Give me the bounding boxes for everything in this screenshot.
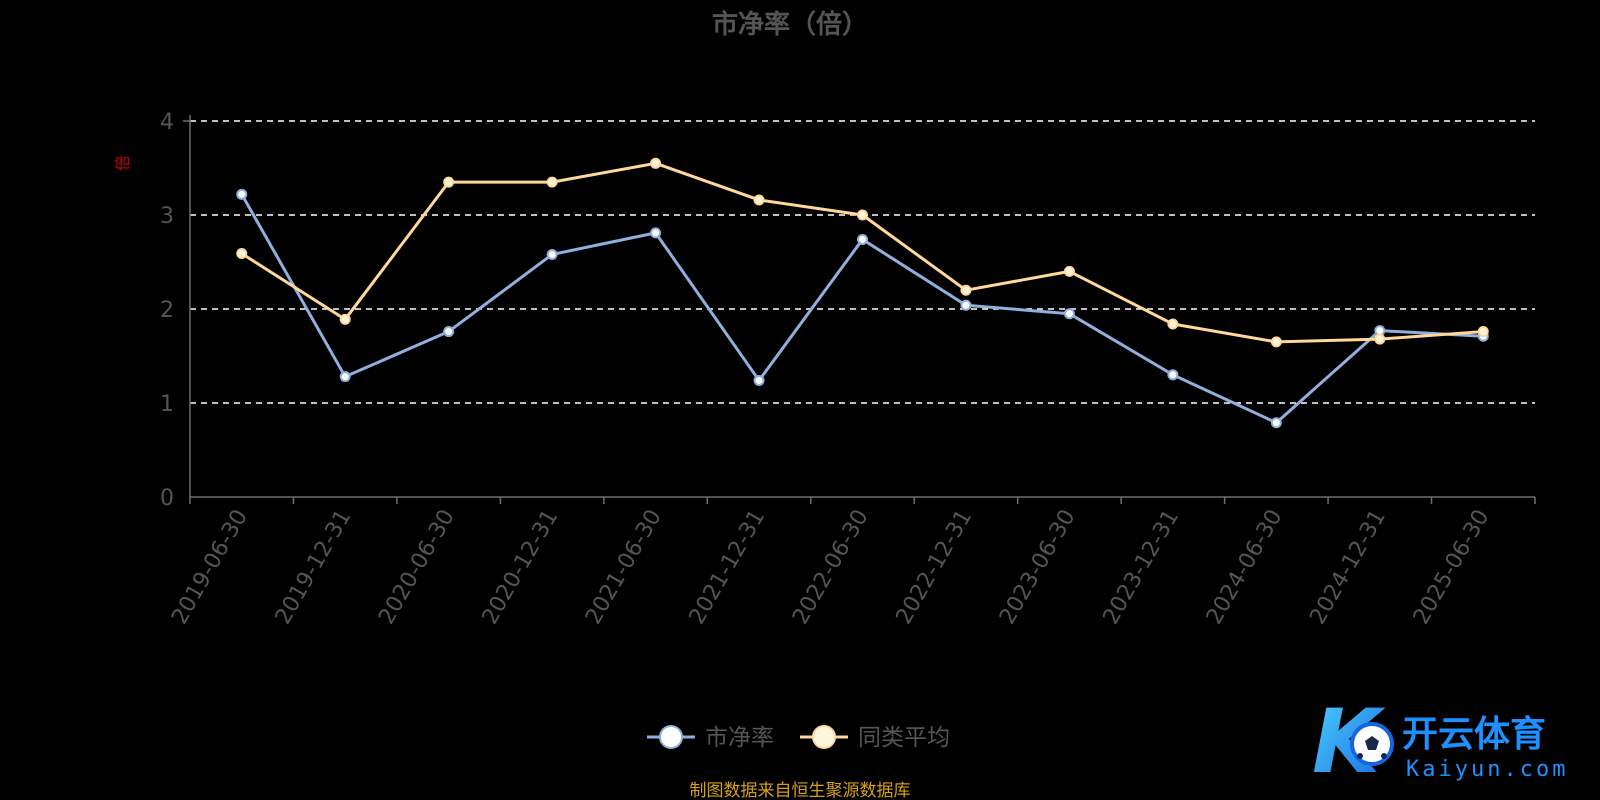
source-note: 制图数据来自恒生聚源数据库 [690,781,911,800]
data-point-series-1[interactable] [546,176,558,188]
legend-marker-0[interactable] [659,725,683,749]
series-line-1 [240,161,1484,344]
y-tick-label: 4 [160,110,174,135]
x-tick-labels: 2019-06-30 2019-12-31 2020-06-30 2020-12-31… [167,505,1494,628]
chart-title: 市净率（倍） [712,9,868,40]
x-tick-label: 2020-12-31 [478,506,564,629]
y-axis-label: 倍 [113,155,132,171]
data-point-series-1[interactable] [1477,326,1489,338]
y-tick-label: 0 [160,486,174,511]
data-point-series-1[interactable] [650,157,662,169]
data-point-series-0[interactable] [546,248,558,260]
soccer-ball-icon [1350,722,1394,766]
x-tick-label: 2023-12-31 [1099,506,1185,629]
x-tick-label: 2021-06-30 [581,506,667,629]
watermark-brand-cn: 开云体育 [1402,714,1546,755]
x-tick-label: 2022-12-31 [892,506,978,629]
legend[interactable]: 市净率 同类平均 [647,725,950,751]
x-tick-label: 2021-12-31 [685,506,771,629]
series-lines [236,157,1489,429]
data-point-series-0[interactable] [339,371,351,383]
data-point-series-1[interactable] [960,284,972,296]
watermark-brand-en: Kaiyun.com [1406,757,1568,782]
data-point-series-0[interactable] [857,233,868,245]
axes [183,115,1536,504]
legend-label-0[interactable]: 市净率 [705,725,774,751]
data-point-series-0[interactable] [236,188,248,200]
data-point-series-1[interactable] [1270,336,1282,348]
x-tick-label: 2020-06-30 [374,505,460,628]
data-point-series-1[interactable] [1167,318,1179,330]
data-point-series-1[interactable] [1374,333,1386,345]
x-tick-label: 2019-06-30 [167,506,253,629]
kaiyun-watermark-logo: K 开云体育 Kaiyun.com [1312,700,1568,790]
y-tick-label: 3 [160,204,174,229]
data-point-series-1[interactable] [236,248,248,260]
x-tick-label: 2022-06-30 [788,506,874,629]
data-point-series-0[interactable] [1063,308,1075,320]
data-point-series-1[interactable] [857,209,868,221]
legend-marker-1[interactable] [812,725,836,749]
x-tick-label: 2025-06-30 [1409,506,1495,629]
data-point-series-0[interactable] [960,299,972,311]
data-point-series-1[interactable] [443,176,455,188]
x-tick-label: 2019-12-31 [271,506,357,629]
data-point-series-1[interactable] [753,194,765,206]
data-point-series-1[interactable] [339,313,351,325]
legend-label-1[interactable]: 同类平均 [858,725,950,751]
data-point-series-0[interactable] [650,227,662,239]
data-point-series-0[interactable] [1270,417,1282,429]
y-tick-label: 1 [160,392,174,417]
y-tick-labels: 0 1 2 3 4 [160,110,174,511]
x-tick-label: 2023-06-30 [995,506,1081,629]
y-tick-label: 2 [160,298,174,323]
data-point-series-1[interactable] [1063,265,1075,277]
data-point-series-0[interactable] [1167,369,1179,381]
x-tick-label: 2024-06-30 [1202,506,1288,629]
grid-lines [190,120,1535,404]
x-tick-label: 2024-12-31 [1305,506,1391,629]
data-point-series-0[interactable] [753,374,765,386]
data-point-series-0[interactable] [443,326,455,338]
